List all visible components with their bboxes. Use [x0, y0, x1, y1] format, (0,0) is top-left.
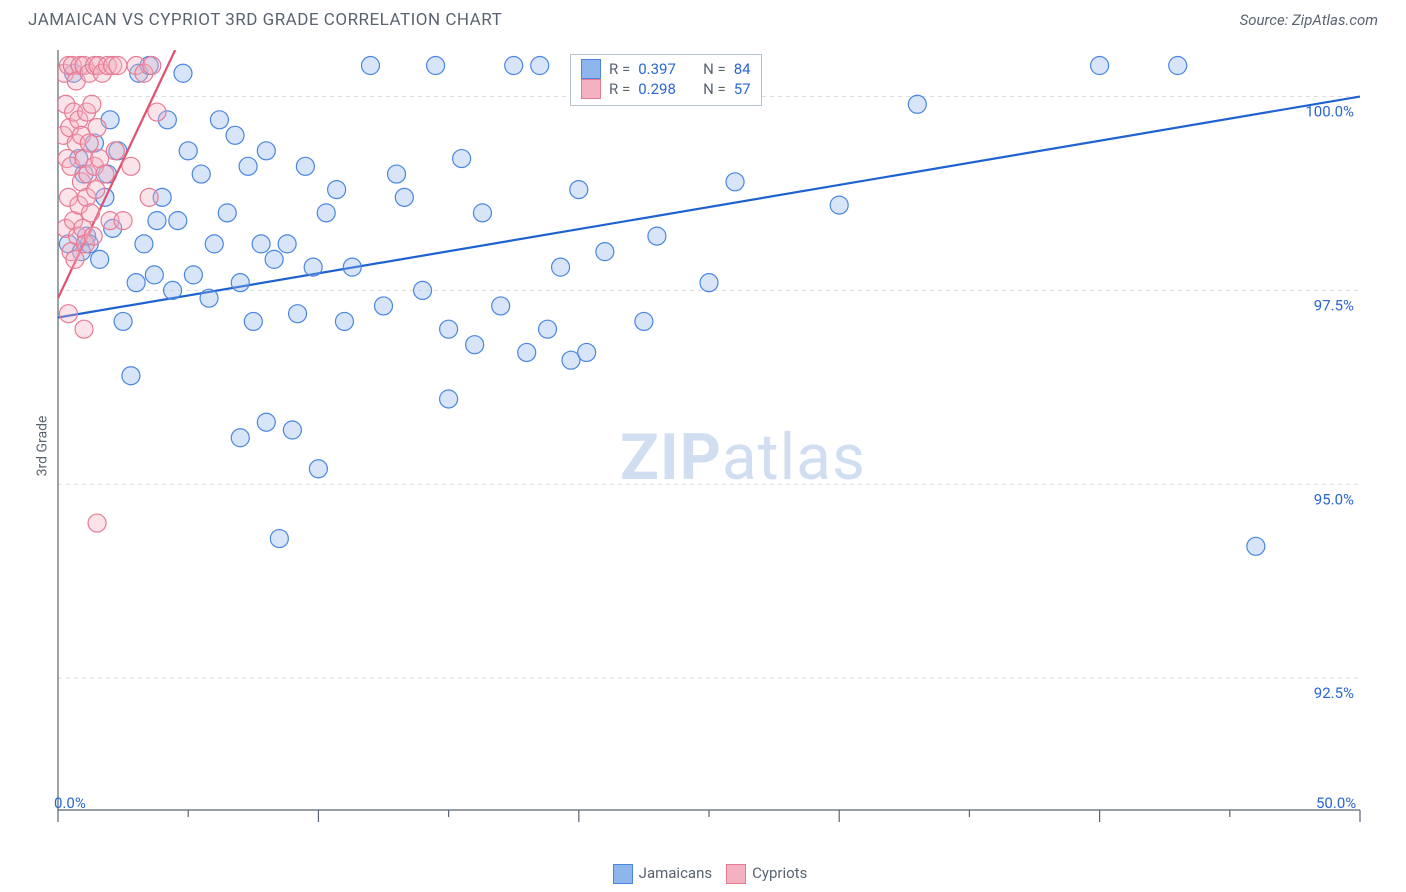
correlation-legend-row: R = 0.298 N = 57 — [581, 79, 751, 99]
source-prefix: Source: — [1240, 11, 1292, 29]
legend-label: Jamaicans — [639, 864, 712, 882]
source-name: ZipAtlas.com — [1292, 11, 1378, 29]
series-legend: Jamaicans Cypriots — [0, 864, 1406, 884]
svg-text:97.5%: 97.5% — [1314, 296, 1354, 314]
scatter-plot-svg: 100.0%97.5%95.0%92.5% — [50, 50, 1396, 842]
correlation-legend: R = 0.397 N = 84R = 0.298 N = 57 — [570, 54, 762, 106]
legend-label: Cypriots — [752, 864, 807, 882]
y-axis-label: 3rd Grade — [34, 416, 50, 477]
chart-title: JAMAICAN VS CYPRIOT 3RD GRADE CORRELATIO… — [28, 10, 502, 30]
svg-text:95.0%: 95.0% — [1314, 490, 1354, 508]
correlation-legend-row: R = 0.397 N = 84 — [581, 59, 751, 79]
svg-text:92.5%: 92.5% — [1314, 684, 1354, 702]
legend-swatch — [581, 79, 601, 99]
source-attribution: Source: ZipAtlas.com — [1240, 11, 1378, 29]
plot-area: 3rd Grade 100.0%97.5%95.0%92.5% ZIPatlas… — [50, 50, 1396, 842]
x-axis-max-label: 50.0% — [1316, 794, 1356, 812]
x-axis-min-label: 0.0% — [54, 794, 86, 812]
legend-swatch — [581, 59, 601, 79]
legend-swatch — [613, 864, 633, 884]
legend-swatch — [726, 864, 746, 884]
